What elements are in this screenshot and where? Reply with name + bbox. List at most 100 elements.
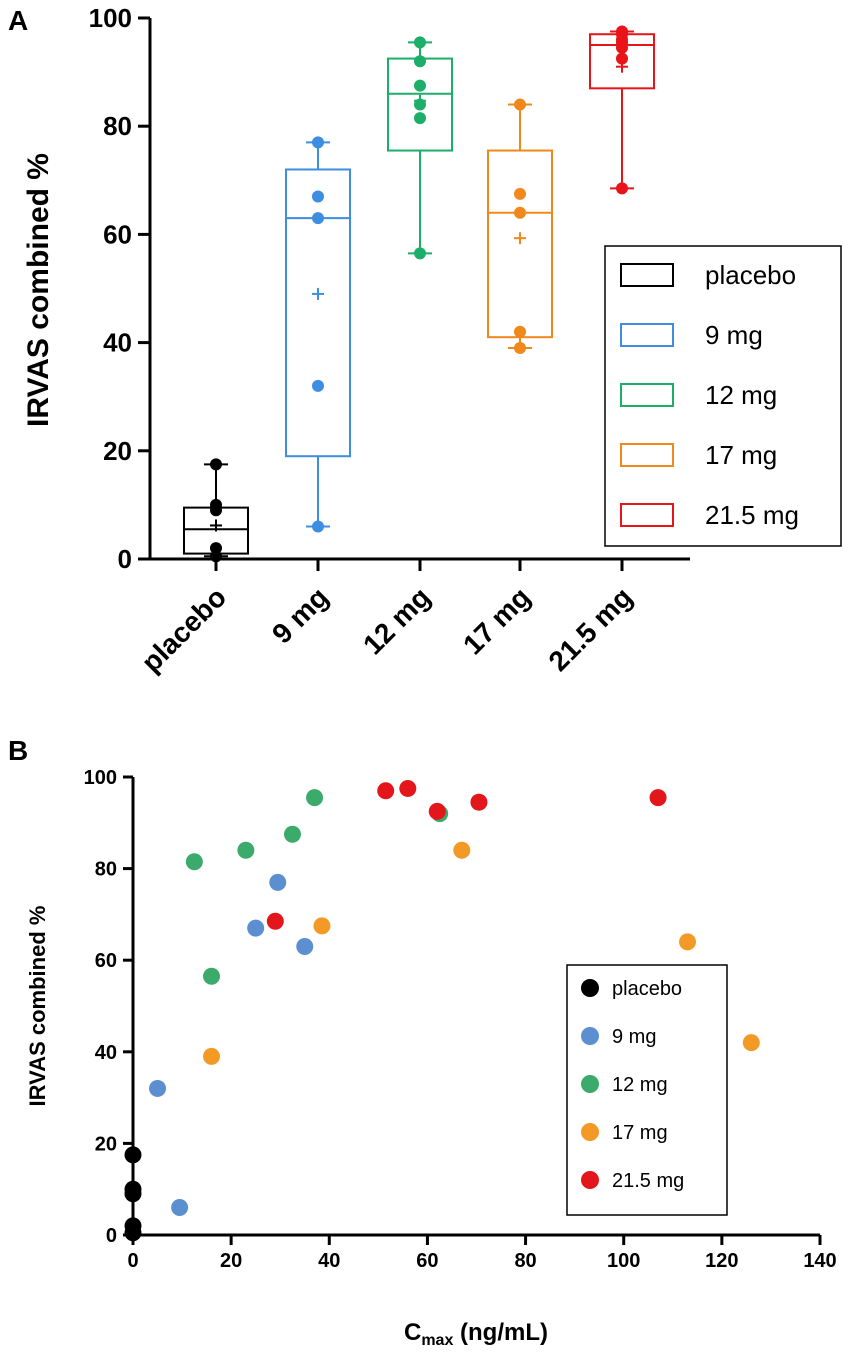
b-legend-label: 17 mg — [612, 1122, 668, 1144]
b-x-tick-label: 100 — [607, 1250, 640, 1272]
a-legend: placebo 9 mg 12 mg 17 mg 21.5 mg — [604, 245, 842, 547]
scatter-point — [237, 841, 255, 859]
box-plot-chart: 0 20 40 60 80 100 IRVAS combined % placebo 9 mg 1… — [22, 3, 842, 678]
data-point — [514, 187, 526, 200]
b-legend-marker — [581, 1075, 599, 1093]
b-legend: placebo 9 mg 12 mg 17 mg 21.5 mg — [566, 964, 728, 1216]
b-legend-label: 12 mg — [612, 1074, 668, 1096]
data-point — [414, 79, 426, 92]
box-21-5-mg — [589, 25, 655, 195]
series-12-mg — [185, 789, 449, 985]
scatter-point — [470, 793, 488, 811]
a-x-tick-label: placebo — [136, 581, 233, 678]
a-legend-swatch — [620, 323, 674, 347]
a-y-axis-title: IRVAS combined % — [22, 153, 55, 427]
scatter-point — [203, 1047, 221, 1065]
box-iqr — [285, 168, 351, 458]
data-point — [312, 379, 324, 392]
b-y-tick-label: 60 — [95, 950, 117, 972]
series-21-5-mg — [266, 779, 667, 930]
a-y-tick-label: 20 — [103, 436, 132, 466]
b-x-tick-label: 140 — [803, 1250, 836, 1272]
data-point — [414, 36, 426, 49]
a-legend-label: placebo — [705, 260, 796, 290]
b-x-tick-label: 120 — [705, 1250, 738, 1272]
a-legend-label: 17 mg — [705, 440, 777, 470]
b-legend-label: placebo — [612, 978, 682, 1000]
a-legend-label: 21.5 mg — [705, 500, 799, 530]
a-legend-label: 12 mg — [705, 380, 777, 410]
data-point — [210, 504, 222, 517]
scatter-point — [124, 1185, 142, 1203]
a-y-tick-label: 80 — [103, 111, 132, 141]
a-y-tick-label: 60 — [103, 219, 132, 249]
series-9-mg — [149, 873, 314, 1217]
scatter-point — [453, 841, 471, 859]
scatter-point — [377, 782, 395, 800]
b-legend-marker — [581, 1123, 599, 1141]
scatter-point — [742, 1034, 760, 1052]
b-legend-marker — [581, 979, 599, 997]
data-point — [414, 55, 426, 68]
scatter-point — [203, 967, 221, 985]
data-point — [312, 136, 324, 149]
data-point — [514, 98, 526, 111]
b-x-tick-label: 80 — [514, 1250, 536, 1272]
b-x-tick-label: 0 — [127, 1250, 138, 1272]
data-point — [414, 247, 426, 260]
a-legend-swatch — [620, 383, 674, 407]
box-17-mg — [487, 98, 553, 355]
scatter-point — [313, 917, 331, 935]
scatter-point — [149, 1079, 167, 1097]
b-legend-marker — [581, 1171, 599, 1189]
data-point — [514, 206, 526, 219]
scatter-point — [306, 789, 324, 807]
scatter-point — [247, 919, 265, 937]
series-placebo — [124, 1146, 142, 1242]
data-point — [312, 190, 324, 203]
b-x-tick-label: 40 — [318, 1250, 340, 1272]
scatter-point — [269, 873, 287, 891]
b-y-tick-label: 80 — [95, 859, 117, 881]
scatter-point — [399, 779, 417, 797]
data-point — [210, 458, 222, 471]
scatter-point — [266, 912, 284, 930]
scatter-point — [296, 937, 314, 955]
panel-a-letter: A — [8, 5, 28, 36]
a-legend-swatch — [620, 443, 674, 467]
scatter-point — [679, 933, 697, 951]
data-point — [312, 520, 324, 533]
scatter-plot-chart: 0 20 40 60 80 100 0 20 40 60 80 100 120 140 IRVAS comb… — [25, 767, 837, 1349]
scatter-point — [649, 789, 667, 807]
scatter-point — [171, 1199, 189, 1217]
b-legend-marker — [581, 1027, 599, 1045]
a-legend-swatch — [620, 503, 674, 527]
data-point — [414, 112, 426, 125]
a-y-tick-label: 40 — [103, 328, 132, 358]
b-y-tick-label: 20 — [95, 1133, 117, 1155]
a-x-tick-label: 17 mg — [457, 581, 536, 660]
scatter-point — [283, 825, 301, 843]
b-x-tick-label: 60 — [416, 1250, 438, 1272]
series-17-mg — [203, 841, 760, 1065]
b-y-tick-label: 0 — [106, 1225, 117, 1247]
box-9-mg — [285, 136, 351, 533]
a-x-tick-label: 9 mg — [266, 581, 334, 649]
b-y-tick-label: 100 — [84, 767, 117, 789]
a-y-tick-label: 0 — [118, 544, 132, 574]
data-point — [616, 182, 628, 195]
data-point — [312, 212, 324, 225]
scatter-point — [124, 1224, 142, 1242]
a-legend-frame — [604, 245, 842, 547]
box-12-mg — [387, 36, 453, 260]
b-y-tick-label: 40 — [95, 1042, 117, 1064]
data-point — [514, 342, 526, 355]
scatter-point — [185, 853, 203, 871]
b-x-axis-title: Cmax (ng/mL) — [404, 1319, 548, 1349]
panel-b-letter: B — [8, 735, 28, 766]
a-legend-label: 9 mg — [705, 320, 763, 350]
data-point — [616, 52, 628, 65]
b-x-tick-label: 20 — [220, 1250, 242, 1272]
a-legend-swatch — [620, 263, 674, 287]
